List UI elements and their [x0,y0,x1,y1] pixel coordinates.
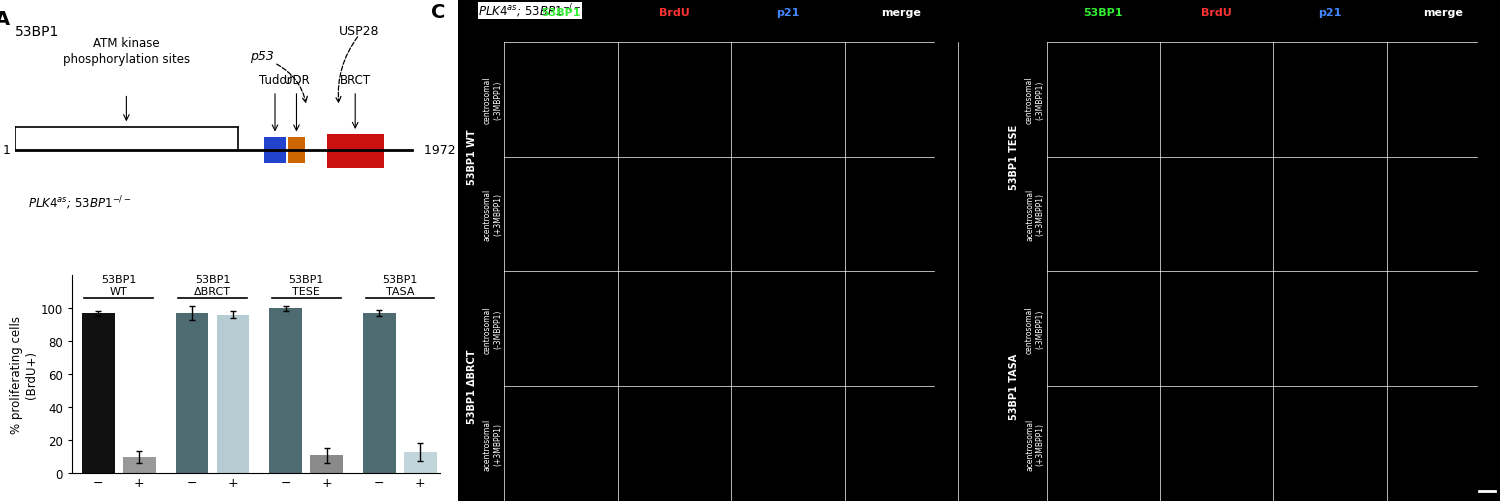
Text: 53BP1 WT: 53BP1 WT [466,129,477,185]
Text: 53BP1
WT: 53BP1 WT [100,275,136,296]
Text: 53BP1 TASA: 53BP1 TASA [1008,353,1019,419]
Y-axis label: % proliferating cells
(BrdU+): % proliferating cells (BrdU+) [10,316,38,433]
Text: 53BP1 TESE: 53BP1 TESE [1008,125,1019,190]
Text: acentrosomal
(+3MBPP1): acentrosomal (+3MBPP1) [1024,418,1044,470]
Text: C: C [432,3,445,22]
Text: BrdU: BrdU [658,8,690,18]
Text: centrosomal
(-3MBPP1): centrosomal (-3MBPP1) [483,76,502,124]
Text: centrosomal
(-3MBPP1): centrosomal (-3MBPP1) [483,306,502,353]
Bar [363,314,396,473]
Bar [404,452,436,473]
Text: $PLK4^{as}$; $53BP1^{-/-}$: $PLK4^{as}$; $53BP1^{-/-}$ [28,194,130,212]
Text: 53BP1: 53BP1 [542,8,580,18]
Text: BRCT: BRCT [339,74,370,87]
Text: acentrosomal
(+3MBPP1): acentrosomal (+3MBPP1) [1024,188,1044,240]
Text: 53BP1: 53BP1 [1083,8,1124,18]
Bar [216,315,249,473]
Text: A: A [0,10,10,29]
Text: 53BP1
TESE: 53BP1 TESE [288,275,324,296]
Bar [270,309,302,473]
Text: 53BP1
TASA: 53BP1 TASA [382,275,417,296]
Bar [176,314,208,473]
Text: merge: merge [882,8,921,18]
Text: centrosomal
(-3MBPP1): centrosomal (-3MBPP1) [1024,306,1044,353]
Bar [264,138,286,163]
Text: acentrosomal
(+3MBPP1): acentrosomal (+3MBPP1) [483,418,502,470]
Text: centrosomal
(-3MBPP1): centrosomal (-3MBPP1) [1024,76,1044,124]
Text: acentrosomal
(+3MBPP1): acentrosomal (+3MBPP1) [483,188,502,240]
Text: 53BP1: 53BP1 [15,26,60,39]
Text: p53: p53 [251,50,274,63]
Text: UDR: UDR [284,74,309,87]
Text: USP28: USP28 [339,26,380,38]
Text: 1: 1 [3,144,10,157]
Bar [82,314,116,473]
Text: 53BP1 ΔBRCT: 53BP1 ΔBRCT [466,349,477,423]
Text: 1972 aa: 1972 aa [424,144,476,157]
Text: Tudor: Tudor [258,74,291,87]
Bar [327,135,384,168]
Text: $PLK4^{as}$; $53BP1^{-/-}$: $PLK4^{as}$; $53BP1^{-/-}$ [478,3,582,20]
Bar [310,455,344,473]
Bar [123,457,156,473]
Text: BrdU: BrdU [1202,8,1231,18]
Text: merge: merge [1424,8,1464,18]
Bar [288,138,304,163]
Text: p21: p21 [776,8,800,18]
Text: p21: p21 [1318,8,1341,18]
Text: ATM kinase
phosphorylation sites: ATM kinase phosphorylation sites [63,37,190,66]
Text: 53BP1
ΔBRCT: 53BP1 ΔBRCT [194,275,231,296]
